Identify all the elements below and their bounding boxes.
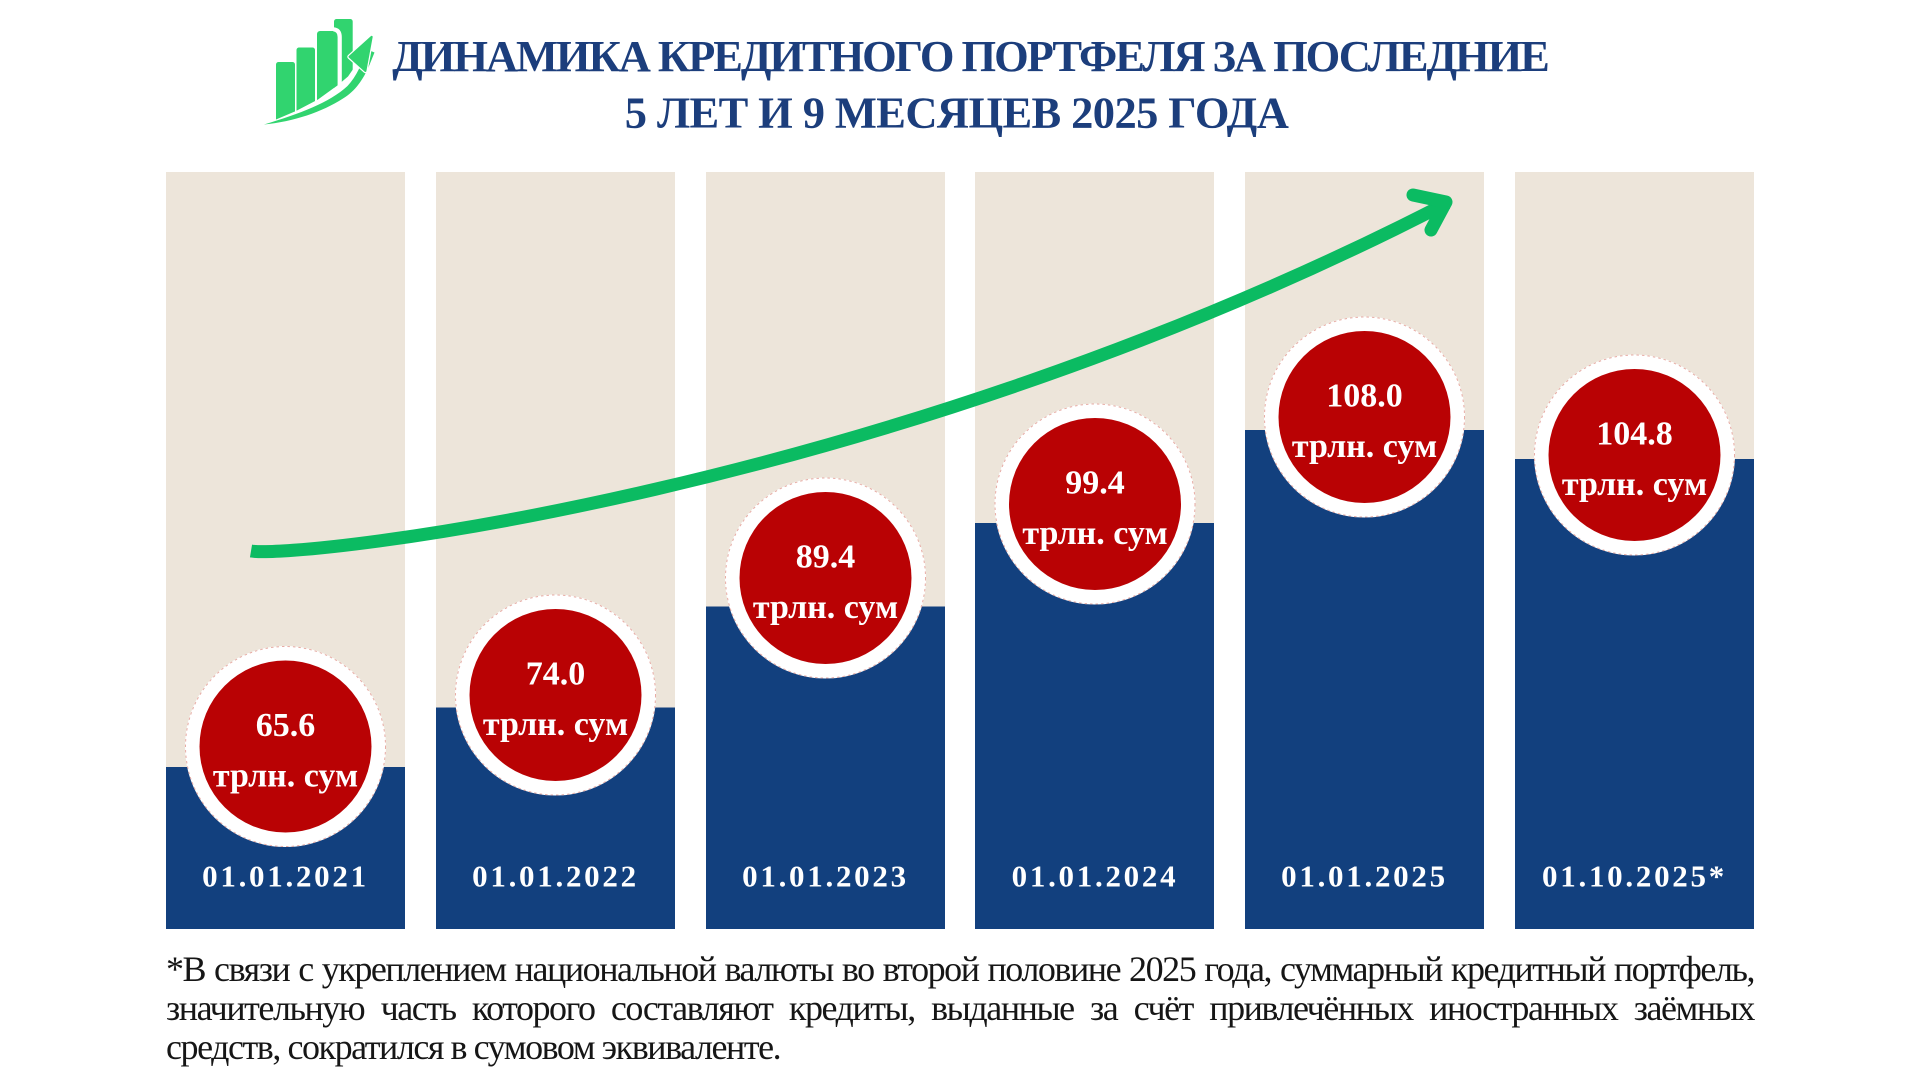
svg-text:65.6: 65.6 [256, 707, 316, 744]
svg-text:01.01.2021: 01.01.2021 [202, 859, 369, 894]
svg-text:01.01.2023: 01.01.2023 [742, 859, 909, 894]
svg-text:01.01.2024: 01.01.2024 [1012, 859, 1179, 894]
svg-text:89.4: 89.4 [796, 539, 856, 576]
svg-text:01.10.2025*: 01.10.2025* [1542, 859, 1727, 894]
svg-text:74.0: 74.0 [526, 656, 586, 693]
svg-text:трлн. сум: трлн. сум [483, 706, 628, 743]
svg-text:108.0: 108.0 [1326, 378, 1403, 415]
svg-text:трлн. сум: трлн. сум [753, 589, 898, 626]
svg-text:трлн. сум: трлн. сум [213, 758, 358, 795]
svg-text:трлн. сум: трлн. сум [1022, 515, 1167, 552]
svg-text:5 ЛЕТ И 9 МЕСЯЦЕВ 2025 ГОДА: 5 ЛЕТ И 9 МЕСЯЦЕВ 2025 ГОДА [625, 88, 1289, 138]
svg-text:трлн. сум: трлн. сум [1292, 428, 1437, 465]
svg-text:ДИНАМИКА КРЕДИТНОГО ПОРТФЕЛЯ З: ДИНАМИКА КРЕДИТНОГО ПОРТФЕЛЯ ЗА ПОСЛЕДНИ… [392, 31, 1548, 81]
svg-text:99.4: 99.4 [1065, 465, 1125, 502]
svg-text:01.01.2022: 01.01.2022 [472, 859, 639, 894]
svg-text:01.01.2025: 01.01.2025 [1281, 859, 1448, 894]
svg-text:трлн. сум: трлн. сум [1562, 466, 1707, 503]
svg-text:104.8: 104.8 [1596, 416, 1673, 453]
